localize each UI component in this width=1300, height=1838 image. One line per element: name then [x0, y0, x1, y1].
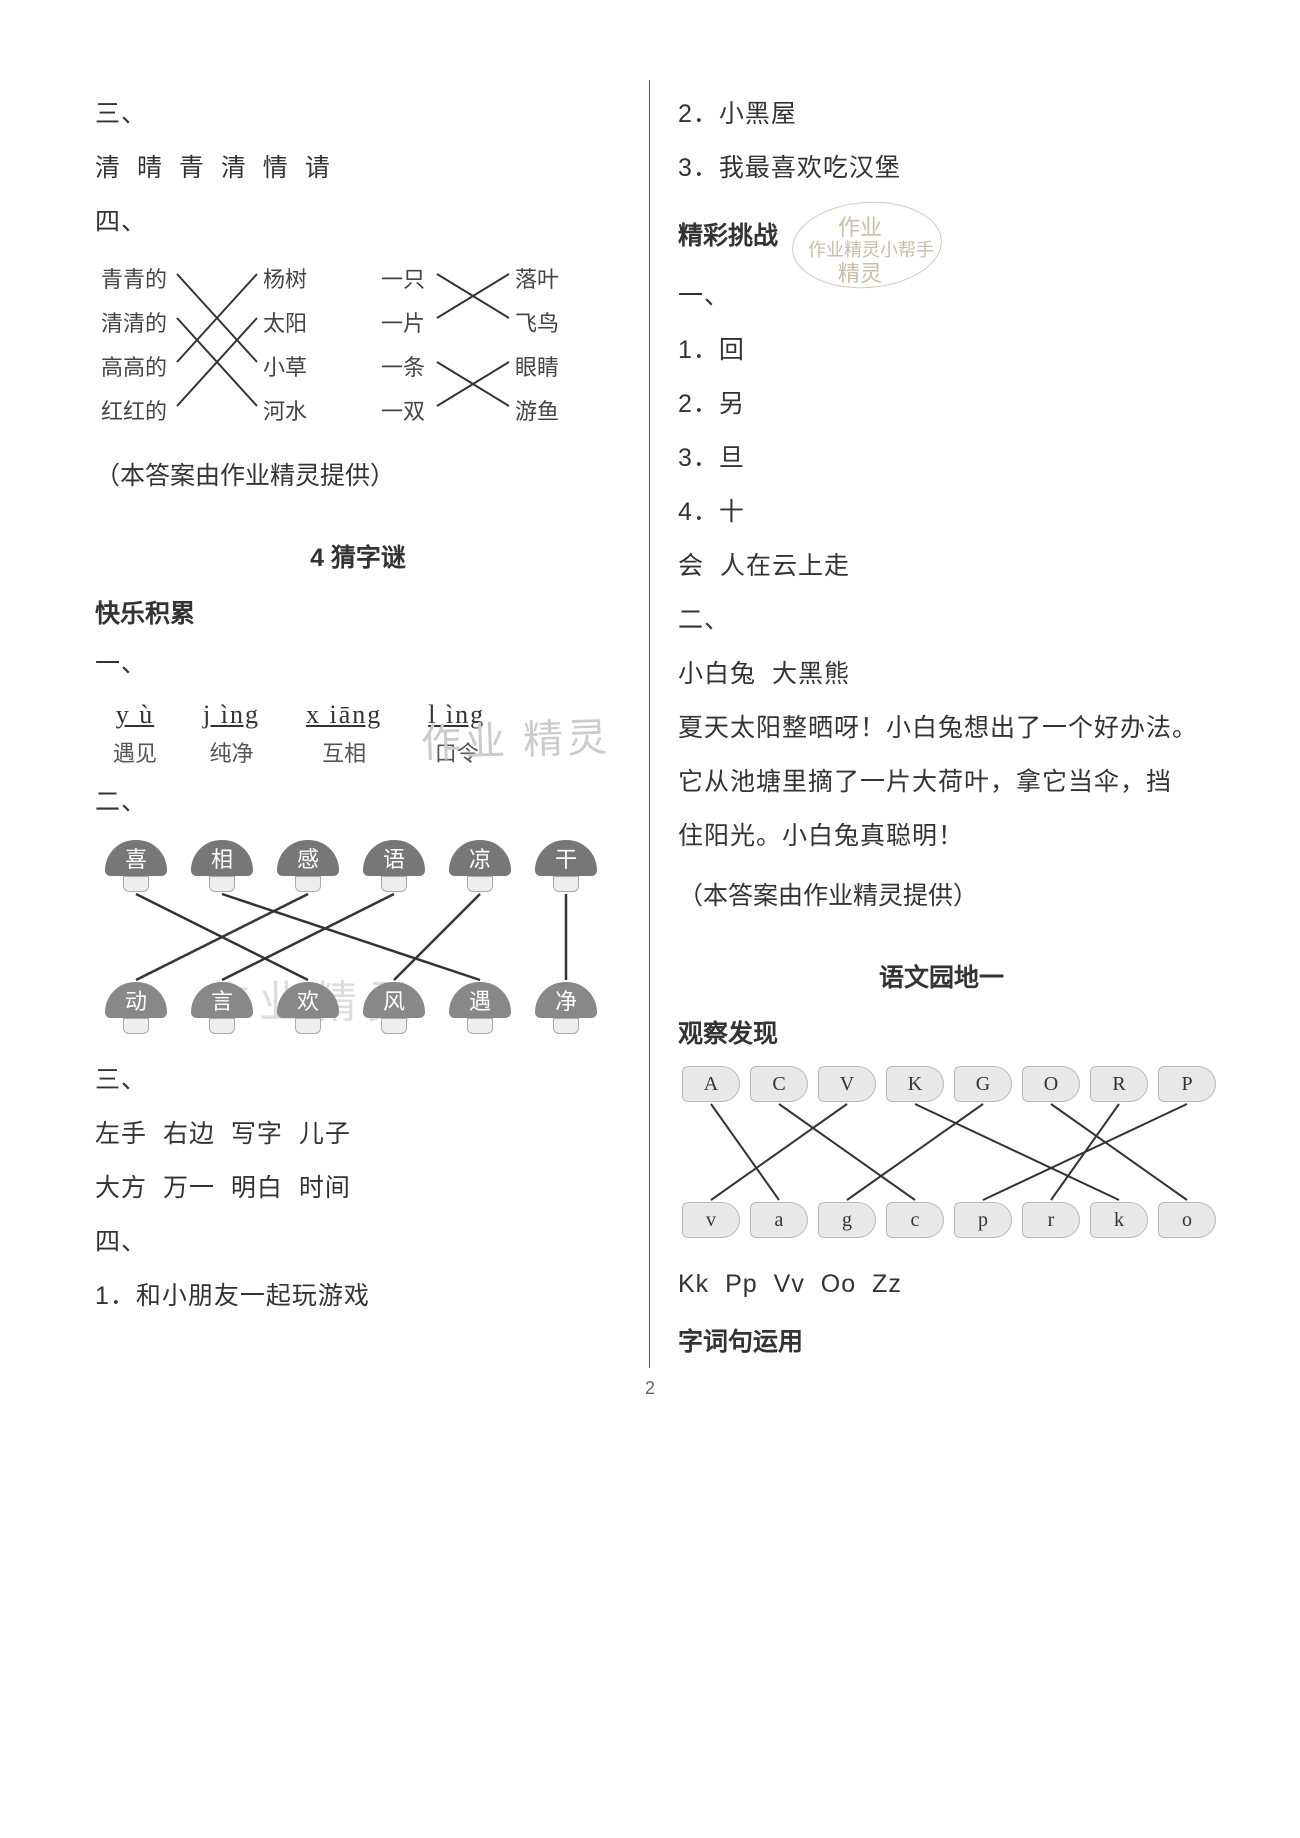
story-3: 它从池塘里摘了一片大荷叶，拿它当伞，挡 [678, 762, 1205, 802]
marker-2: 二、 [95, 782, 621, 822]
garden-title: 语文园地一 [678, 958, 1205, 994]
usage-title: 字词句运用 [678, 1322, 1205, 1358]
match-lines-svg [95, 256, 615, 436]
matching-diagram-1: 青青的 清清的 高高的 红红的 杨树 太阳 小草 河水 一只 一片 一条 一双 … [95, 256, 615, 436]
pinyin-word-3: 口令 [428, 736, 485, 768]
pinyin-word-2: 互相 [306, 736, 382, 768]
m4-item-1: 1．和小朋友一起玩游戏 [95, 1276, 621, 1316]
section-3-text: 清 晴 青 清 情 请 [95, 148, 621, 188]
lesson-4-title: 4 猜字谜 [95, 538, 621, 574]
stamp-line-3: 精灵 [838, 256, 882, 288]
c-1: 1．回 [678, 330, 1205, 370]
c-3: 3．旦 [678, 438, 1205, 478]
section-4-marker: 四、 [95, 202, 621, 242]
m3-text-2: 大方 万一 明白 时间 [95, 1168, 621, 1208]
marker-4: 四、 [95, 1222, 621, 1262]
r-item-2: 2．小黑屋 [678, 94, 1205, 134]
story-1: 小白兔 大黑熊 [678, 654, 1205, 694]
challenge-title: 精彩挑战 [678, 216, 778, 252]
mushroom-lines-svg [95, 836, 615, 1046]
two-column-layout: 三、 清 晴 青 清 情 请 四、 青青的 清清的 高高的 红红的 杨树 太阳 … [95, 80, 1205, 1368]
happy-accumulation: 快乐积累 [95, 594, 621, 630]
provided-by-left: （本答案由作业精灵提供） [95, 456, 621, 492]
pinyin-3: l ìng [428, 700, 485, 730]
pinyin-row: y ù 遇见 j ìng 纯净 x iāng 互相 l ìng 口令 作业 精灵 [113, 700, 621, 768]
pinyin-item-3: l ìng 口令 [428, 700, 485, 768]
c-2: 2．另 [678, 384, 1205, 424]
story-4: 住阳光。小白兔真聪明！ [678, 816, 1205, 856]
story-2: 夏天太阳整晒呀！小白兔想出了一个好办法。 [678, 708, 1205, 748]
right-column: 2．小黑屋 3．我最喜欢吃汉堡 精彩挑战 作业 作业精灵小帮手 精灵 一、 1．… [650, 80, 1205, 1368]
observe-title: 观察发现 [678, 1014, 1205, 1050]
c-5: 会 人在云上走 [678, 546, 1205, 586]
pinyin-word-0: 遇见 [113, 736, 157, 768]
page: 三、 清 晴 青 清 情 请 四、 青青的 清清的 高高的 红红的 杨树 太阳 … [0, 0, 1300, 1429]
pinyin-2: x iāng [306, 700, 382, 730]
section-3-marker: 三、 [95, 94, 621, 134]
hands-lines-svg [678, 1060, 1218, 1250]
pinyin-0: y ù [113, 700, 157, 730]
left-column: 三、 清 晴 青 清 情 请 四、 青青的 清清的 高高的 红红的 杨树 太阳 … [95, 80, 650, 1368]
pinyin-item-0: y ù 遇见 [113, 700, 157, 768]
c-4: 4．十 [678, 492, 1205, 532]
c-marker-2: 二、 [678, 600, 1205, 640]
page-number: 2 [95, 1378, 1205, 1399]
pinyin-1: j ìng [203, 700, 260, 730]
mushroom-match: 作业精灵 喜 相 感 语 凉 干 动 言 欢 风 遇 净 [95, 836, 615, 1046]
stamp-watermark: 作业 作业精灵小帮手 精灵 [772, 198, 952, 298]
m3-text-1: 左手 右边 写字 儿子 [95, 1114, 621, 1154]
marker-3: 三、 [95, 1060, 621, 1100]
pinyin-item-1: j ìng 纯净 [203, 700, 260, 768]
marker-1: 一、 [95, 644, 621, 684]
pinyin-word-1: 纯净 [203, 736, 260, 768]
hands-match: A C V K G O R P v a g c p r k o [678, 1060, 1218, 1250]
r-item-3: 3．我最喜欢吃汉堡 [678, 148, 1205, 188]
provided-by-right: （本答案由作业精灵提供） [678, 876, 1205, 912]
kk-line: Kk Pp Vv Oo Zz [678, 1264, 1205, 1304]
pinyin-item-2: x iāng 互相 [306, 700, 382, 768]
